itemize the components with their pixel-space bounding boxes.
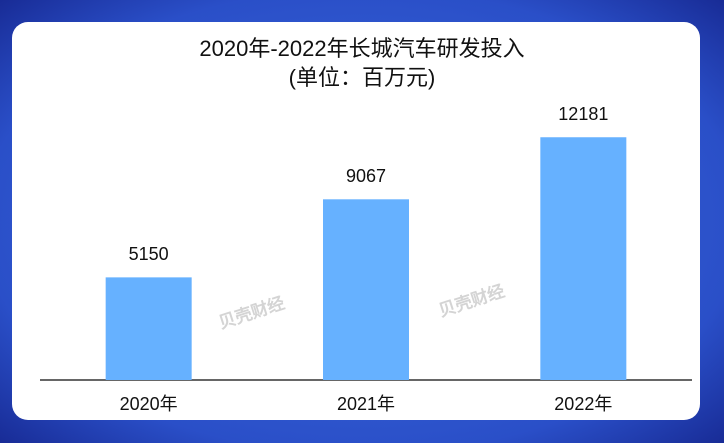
chart-subtitle: (单位：百万元) bbox=[289, 65, 436, 90]
value-label: 5150 bbox=[129, 244, 169, 264]
bar bbox=[540, 137, 627, 380]
value-label: 9067 bbox=[346, 166, 386, 186]
x-tick-label: 2021年 bbox=[337, 394, 395, 414]
x-tick-label: 2022年 bbox=[554, 394, 612, 414]
chart-title: 2020年-2022年长城汽车研发投入 bbox=[199, 36, 524, 61]
bar bbox=[105, 277, 192, 380]
bar bbox=[323, 199, 409, 380]
value-label: 12181 bbox=[558, 104, 608, 124]
x-tick-label: 2020年 bbox=[120, 394, 178, 414]
